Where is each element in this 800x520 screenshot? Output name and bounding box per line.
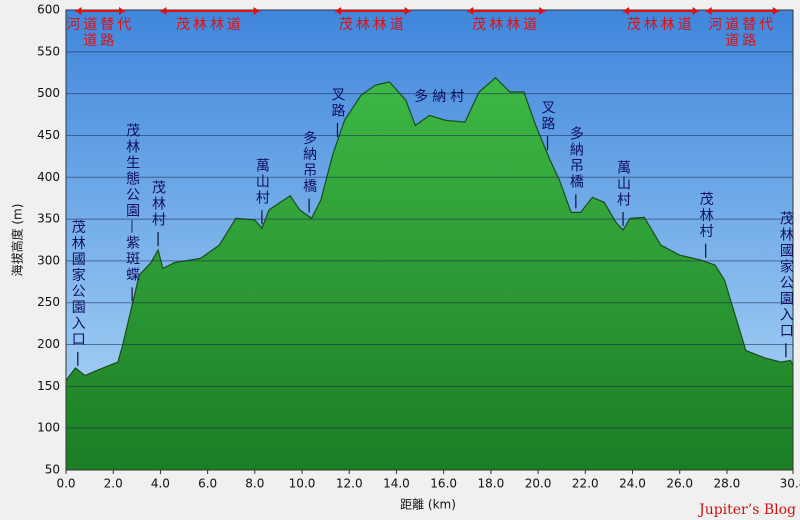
- annotation: 茂林國家公園入口: [778, 211, 794, 340]
- route-label: 河道替代: [66, 17, 134, 33]
- y-tick-label: 100: [37, 421, 60, 435]
- x-tick-label: 26.0: [666, 477, 693, 491]
- y-tick-label: 150: [37, 379, 60, 393]
- x-tick-label: 12.0: [336, 477, 363, 491]
- route-label: 道路: [725, 33, 759, 49]
- x-tick-label: 24.0: [619, 477, 646, 491]
- annotation: 叉路: [540, 100, 556, 132]
- x-tick-label: 0.0: [56, 477, 75, 491]
- route-label: 河道替代: [708, 17, 776, 33]
- x-tick-label: 6.0: [198, 477, 217, 491]
- x-tick-label: 30.8: [780, 477, 800, 491]
- route-label: 茂林林道: [627, 16, 695, 33]
- annotation: 茂林生態公園—紫斑蝶: [124, 123, 140, 284]
- y-tick-label: 350: [37, 212, 60, 226]
- route-label: 茂林林道: [472, 16, 540, 33]
- x-tick-label: 18.0: [478, 477, 505, 491]
- x-tick-label: 4.0: [151, 477, 170, 491]
- y-tick-label: 400: [37, 170, 60, 184]
- annotation: 多納村: [414, 88, 468, 105]
- annotation: 叉路: [329, 87, 345, 119]
- x-tick-label: 10.0: [289, 477, 316, 491]
- annotation: 茂林國家公園入口: [70, 219, 86, 348]
- x-tick-label: 14.0: [383, 477, 410, 491]
- x-tick-label: 20.0: [525, 477, 552, 491]
- route-label: 茂林林道: [176, 16, 244, 33]
- y-axis-title: 海拔高度 (m): [10, 204, 25, 277]
- elevation-line: [65, 76, 794, 381]
- x-axis-title: 距離 (km): [400, 498, 456, 512]
- y-tick-label: 250: [37, 295, 60, 309]
- y-tick-label: 450: [37, 128, 60, 142]
- plot-border: [65, 9, 794, 471]
- y-tick-label: 200: [37, 337, 60, 351]
- footer: Jupiter’s Blog: [697, 502, 796, 518]
- x-tick-label: 2.0: [104, 477, 123, 491]
- annotation: 萬山村: [615, 160, 631, 208]
- y-tick-label: 50: [45, 463, 60, 477]
- x-tick-label: 22.0: [572, 477, 599, 491]
- x-tick-label: 8.0: [245, 477, 264, 491]
- annotation: 多納吊橋: [568, 126, 584, 191]
- annotation: 茂林村: [150, 179, 166, 228]
- route-arrow-head: [75, 7, 126, 15]
- y-tick-label: 500: [37, 86, 60, 100]
- terrain-fill: [66, 77, 793, 470]
- x-tick-label: 16.0: [430, 477, 457, 491]
- route-label: 道路: [83, 33, 117, 49]
- annotation: 多納吊橋: [301, 130, 317, 195]
- route-label: 茂林林道: [339, 16, 407, 33]
- y-tick-label: 550: [37, 44, 60, 58]
- annotation: 茂林村: [698, 191, 714, 240]
- x-tick-label: 28.0: [714, 477, 741, 491]
- annotation: 萬山村: [254, 158, 270, 206]
- y-tick-label: 300: [37, 253, 60, 267]
- y-tick-label: 600: [37, 3, 60, 17]
